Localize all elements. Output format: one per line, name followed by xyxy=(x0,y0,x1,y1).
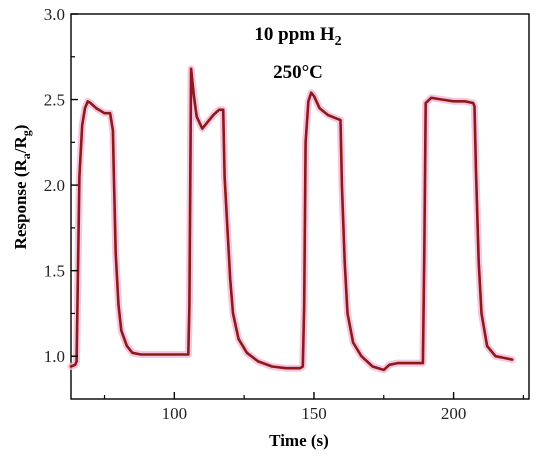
concentration-prefix: 10 ppm H xyxy=(254,24,334,45)
y-tick-label: 2.5 xyxy=(44,91,65,110)
y-axis-ticks: 1.0 1.5 2.0 2.5 3.0 xyxy=(44,5,78,366)
series-line xyxy=(69,67,514,372)
y-tick-label: 3.0 xyxy=(44,5,65,24)
x-axis-title: Time (s) xyxy=(269,431,329,450)
y-axis-title-sub-a: a xyxy=(19,153,33,159)
y-axis-title: Response (Ra/Rg) xyxy=(11,125,33,250)
y-tick-label: 1.5 xyxy=(44,262,65,281)
concentration-subscript: 2 xyxy=(335,34,342,49)
y-axis-title-main: Response (R xyxy=(11,159,30,250)
x-axis-ticks: 100 150 200 xyxy=(103,392,525,423)
plot-area xyxy=(67,13,530,400)
series-halo xyxy=(67,65,516,374)
y-axis-title-sep: /R xyxy=(11,136,30,155)
y-tick-label: 2.0 xyxy=(44,176,65,195)
x-tick-label: 100 xyxy=(162,404,188,423)
y-tick-label: 1.0 xyxy=(44,347,65,366)
plot-frame xyxy=(70,13,530,400)
y-axis-title-sub-g: g xyxy=(19,130,33,136)
y-axis-title-end: ) xyxy=(11,125,30,131)
x-tick-label: 150 xyxy=(301,404,327,423)
x-tick-label: 200 xyxy=(441,404,467,423)
temperature-annotation: 250°C xyxy=(273,62,323,83)
concentration-annotation: 10 ppm H2 xyxy=(254,24,341,49)
